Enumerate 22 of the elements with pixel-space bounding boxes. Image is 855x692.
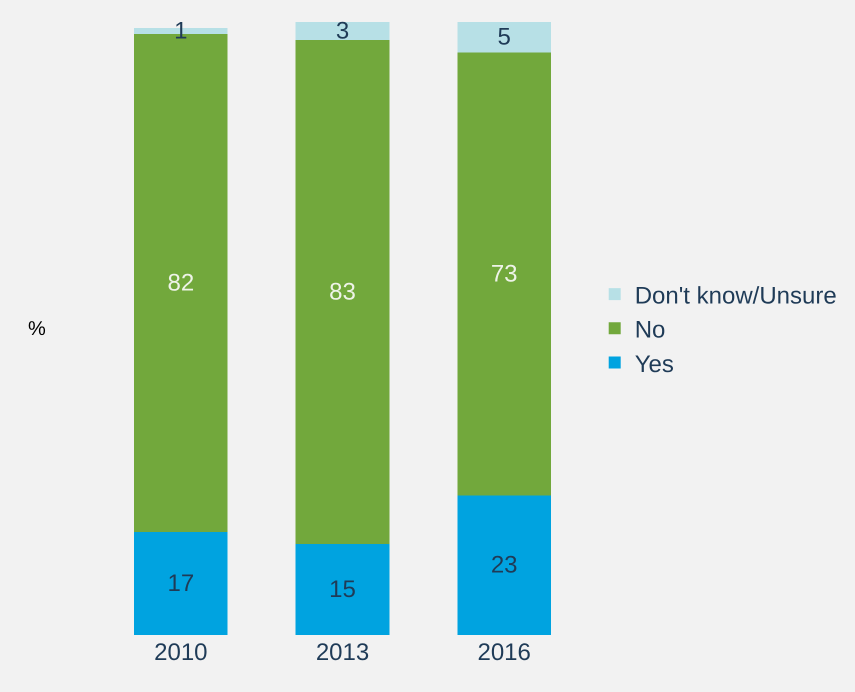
bar	[296, 40, 390, 544]
bar	[134, 532, 228, 635]
bar	[457, 22, 552, 52]
data-label: 5	[497, 24, 511, 51]
legend-label: Yes	[634, 350, 674, 378]
x-tick-label: 2016	[477, 639, 531, 666]
bar	[296, 22, 390, 40]
data-label: 73	[490, 260, 518, 288]
legend-label: Don't know/Unsure	[634, 282, 837, 310]
x-tick-label: 2010	[154, 639, 208, 666]
data-label: 15	[329, 576, 356, 603]
data-label: 23	[490, 552, 518, 579]
legend-label: No	[634, 316, 666, 344]
data-label: 82	[167, 269, 194, 296]
bar	[457, 495, 552, 635]
data-label: 3	[336, 18, 350, 45]
x-tick-label: 2013	[316, 639, 370, 666]
bar	[296, 544, 390, 635]
data-label: 83	[329, 278, 356, 306]
bar	[457, 52, 552, 496]
y-axis-title: %	[28, 318, 46, 340]
data-label: 17	[167, 570, 194, 597]
